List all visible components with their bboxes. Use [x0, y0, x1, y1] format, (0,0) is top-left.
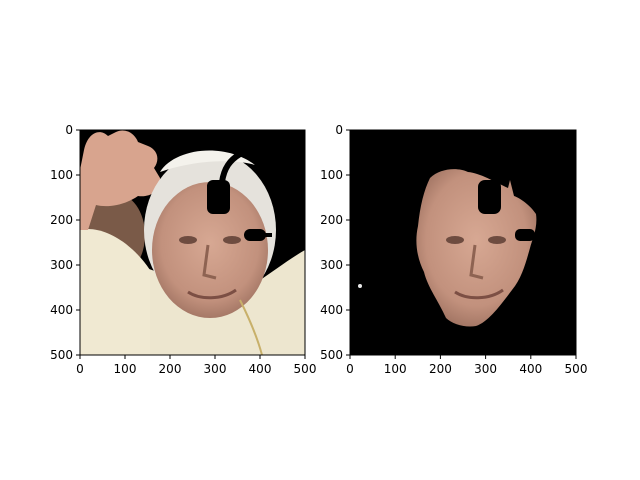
left-eye — [179, 236, 197, 244]
right-axes-frame — [349, 129, 577, 356]
face — [152, 182, 268, 318]
left-x-tick-label: 300 — [204, 362, 227, 376]
masked-face — [416, 169, 537, 327]
right-x-tick-label: 200 — [429, 362, 452, 376]
right-x-tick-label: 100 — [384, 362, 407, 376]
masked-left-eye — [446, 236, 464, 244]
left-y-tick-label: 300 — [50, 258, 73, 272]
right-x-tick-label: 500 — [565, 362, 588, 376]
left-x-tick-label: 0 — [76, 362, 84, 376]
left-y-tick-label: 500 — [50, 348, 73, 362]
right-y-tick-label: 300 — [320, 258, 343, 272]
right-photo — [350, 130, 576, 355]
nose — [202, 244, 217, 280]
occlusion-stroke — [219, 151, 242, 183]
mask-hole-dash — [515, 229, 535, 241]
left-x-tick-label: 500 — [294, 362, 317, 376]
occlusion-dash — [244, 229, 266, 241]
right-y-tick-label: 200 — [320, 213, 343, 227]
right-x-tick-label: 400 — [519, 362, 542, 376]
right-x-tick-label: 0 — [346, 362, 354, 376]
chain — [239, 299, 263, 355]
left-x-tick-label: 400 — [249, 362, 272, 376]
masked-mouth — [454, 288, 504, 300]
occlusion-blob — [207, 180, 230, 214]
left-x-tick-label: 200 — [159, 362, 182, 376]
sleeve — [80, 229, 150, 355]
right-eye — [223, 236, 241, 244]
left-y-tick-label: 0 — [65, 123, 73, 137]
stray-dot — [358, 284, 362, 288]
right-y-tick-label: 100 — [320, 168, 343, 182]
left-x-tick-label: 100 — [114, 362, 137, 376]
left-y-tick-label: 200 — [50, 213, 73, 227]
masked-right-eye — [488, 236, 506, 244]
right-x-tick-label: 300 — [474, 362, 497, 376]
raised-hand — [80, 130, 161, 230]
left-photo — [80, 130, 305, 355]
right-y-tick-label: 400 — [320, 303, 343, 317]
occlusion-dash-tail — [262, 233, 272, 237]
left-axes-frame — [79, 129, 306, 356]
skullcap — [160, 150, 255, 172]
right-y-tick-label: 0 — [335, 123, 343, 137]
masked-nose — [469, 244, 484, 280]
mask-hole — [478, 180, 501, 214]
left-y-tick-label: 100 — [50, 168, 73, 182]
left-y-tick-label: 400 — [50, 303, 73, 317]
mouth — [187, 288, 237, 300]
right-y-tick-label: 500 — [320, 348, 343, 362]
